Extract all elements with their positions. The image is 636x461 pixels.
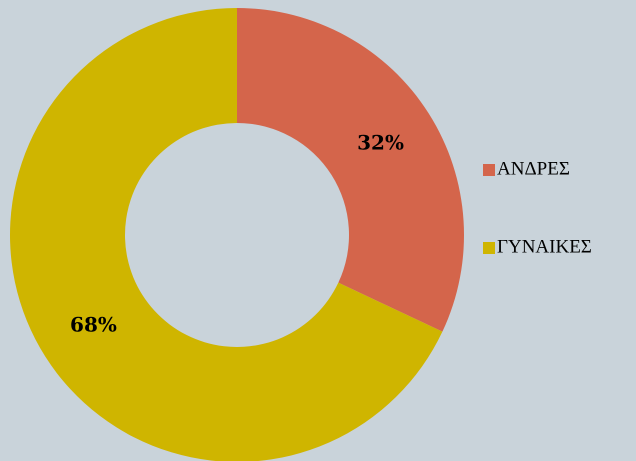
legend-swatch — [483, 164, 495, 176]
legend-label: ΓΥΝΑΙΚΕΣ — [497, 236, 592, 257]
slice-label: 68% — [70, 313, 117, 337]
slice — [237, 8, 464, 332]
slice-label: 32% — [357, 130, 404, 154]
slice — [10, 8, 443, 461]
legend-swatch — [483, 242, 495, 254]
legend-label: ΑΝΔΡΕΣ — [497, 158, 570, 179]
